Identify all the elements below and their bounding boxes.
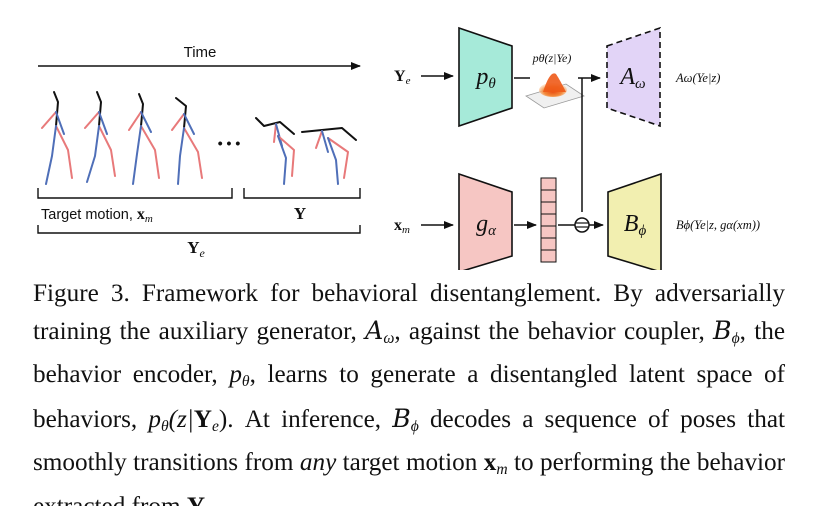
pose-figure [128,93,160,185]
figure-caption: Figure 3. Framework for behavioral disen… [33,280,786,506]
behavior-encoder-label: pθ [474,64,496,92]
latent-distribution-label: pθ(z|Ye) [532,51,572,65]
xm-input-label: xm [394,217,410,236]
pose-figure [171,97,203,185]
pose-sequence [41,91,203,185]
target-encoder-label: gα [476,211,497,239]
behavior-encoder-block [458,26,513,128]
y-label: Y [294,204,306,223]
ye-input-label: Ye [394,68,411,87]
framework-figure: Time [37,26,760,270]
pose-figure [255,117,295,185]
target-embedding-stack [540,177,557,263]
behavior-coupler-block [607,172,662,270]
target-encoder-block [458,172,513,270]
y-brace [243,188,361,199]
target-motion-brace [37,188,233,199]
behavior-coupler-output: Bϕ(Ye|z, gα(xm)) [676,218,760,232]
auxiliary-generator-block [606,26,661,128]
target-motion-label: Target motion, xm [41,206,153,225]
ye-label: Ye [187,238,205,260]
behavior-coupler-label: Bϕ [624,211,647,239]
pose-figure [301,127,357,185]
auxiliary-generator-label: Aω [618,64,645,92]
ye-brace [37,225,361,234]
pose-figure [41,91,73,185]
caption-label: Figure 3. [33,280,130,307]
concat-node [574,217,590,233]
pose-figure [84,91,116,183]
auxiliary-generator-output: Aω(Ye|z) [675,71,720,85]
time-label: Time [184,44,217,61]
behavior-poses [255,117,357,185]
ellipsis: • • • [218,135,241,151]
